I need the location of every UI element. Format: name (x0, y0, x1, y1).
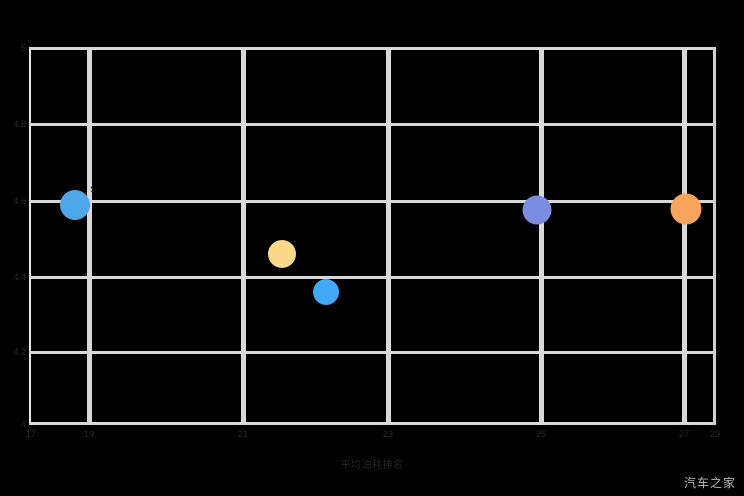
data-point-bubble[interactable] (268, 240, 296, 268)
plot-area: S - (29, 47, 716, 425)
x-tick-1: 19 (83, 429, 95, 439)
x-tick-6: 29 (709, 429, 721, 439)
data-point-label: - (327, 269, 331, 278)
gridline-horizontal (29, 276, 716, 279)
y-tick-4: 4.2 (13, 347, 26, 357)
y-axis-ticks: 5 4.8 4.6 4.4 4.2 4 (0, 43, 26, 429)
y-tick-2: 4.6 (13, 196, 26, 206)
x-axis-ticks: 17 19 21 23 25 27 29 (25, 427, 720, 443)
gridline-vertical (386, 47, 391, 425)
gridline-horizontal (29, 123, 716, 126)
gridline-horizontal (29, 351, 716, 354)
x-tick-3: 23 (382, 429, 394, 439)
data-point-bubble[interactable] (670, 193, 702, 225)
x-tick-2: 21 (237, 429, 249, 439)
y-tick-3: 4.4 (13, 272, 26, 282)
y-tick-0: 5 (20, 43, 26, 53)
data-point-bubble[interactable] (313, 279, 339, 305)
x-tick-5: 27 (678, 429, 690, 439)
watermark-logo: 汽车之家 (683, 476, 736, 490)
gridline-vertical (713, 47, 716, 425)
gridline-horizontal (29, 422, 716, 425)
data-point-bubble[interactable] (522, 195, 552, 225)
x-tick-0: 17 (25, 429, 37, 439)
y-tick-5: 4 (20, 419, 26, 429)
data-point-bubble[interactable] (60, 190, 90, 220)
x-tick-4: 25 (535, 429, 547, 439)
y-tick-1: 4.8 (13, 119, 26, 129)
gridline-vertical (539, 47, 544, 425)
x-axis-title: 平均油耗排名 (340, 460, 404, 471)
gridline-vertical (241, 47, 246, 425)
y-axis-line (29, 47, 31, 425)
gridline-horizontal (29, 47, 716, 50)
gridline-vertical (87, 47, 92, 425)
gridline-horizontal (29, 200, 716, 203)
gridline-vertical (682, 47, 687, 425)
data-point-label: S (90, 185, 96, 194)
